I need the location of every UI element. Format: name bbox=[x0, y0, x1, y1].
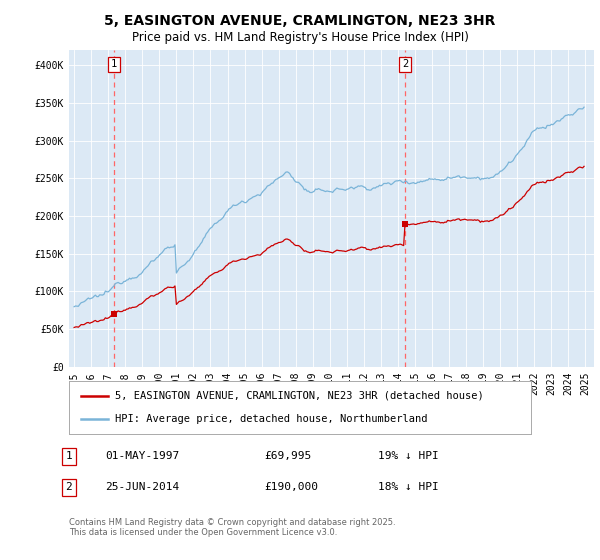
Text: 18% ↓ HPI: 18% ↓ HPI bbox=[378, 482, 439, 492]
Text: 2: 2 bbox=[65, 482, 73, 492]
Text: £69,995: £69,995 bbox=[264, 451, 311, 461]
Text: 2: 2 bbox=[402, 59, 408, 69]
Text: £190,000: £190,000 bbox=[264, 482, 318, 492]
Text: Price paid vs. HM Land Registry's House Price Index (HPI): Price paid vs. HM Land Registry's House … bbox=[131, 31, 469, 44]
Text: 01-MAY-1997: 01-MAY-1997 bbox=[105, 451, 179, 461]
Text: 19% ↓ HPI: 19% ↓ HPI bbox=[378, 451, 439, 461]
Text: 25-JUN-2014: 25-JUN-2014 bbox=[105, 482, 179, 492]
Text: 1: 1 bbox=[65, 451, 73, 461]
Text: 5, EASINGTON AVENUE, CRAMLINGTON, NE23 3HR (detached house): 5, EASINGTON AVENUE, CRAMLINGTON, NE23 3… bbox=[115, 391, 484, 401]
Text: Contains HM Land Registry data © Crown copyright and database right 2025.
This d: Contains HM Land Registry data © Crown c… bbox=[69, 518, 395, 538]
Text: HPI: Average price, detached house, Northumberland: HPI: Average price, detached house, Nort… bbox=[115, 414, 428, 424]
Text: 1: 1 bbox=[111, 59, 117, 69]
Text: 5, EASINGTON AVENUE, CRAMLINGTON, NE23 3HR: 5, EASINGTON AVENUE, CRAMLINGTON, NE23 3… bbox=[104, 14, 496, 28]
